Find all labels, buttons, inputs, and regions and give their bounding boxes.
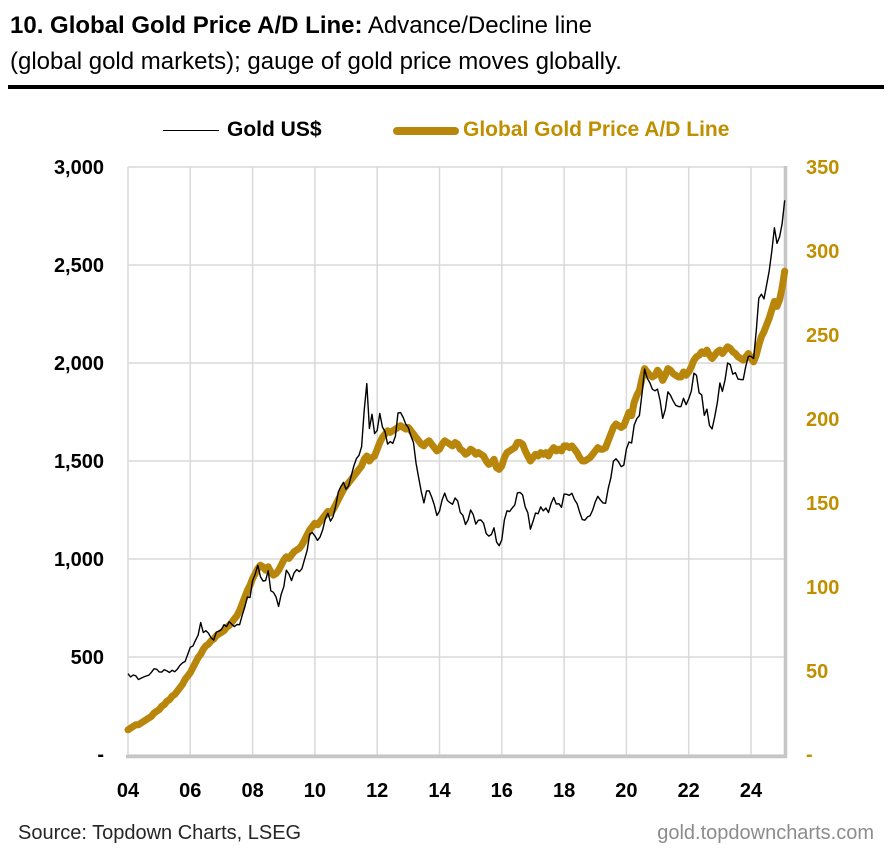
gold-price-series [127, 200, 786, 681]
left-axis-tick-label: 2,000 [54, 353, 104, 375]
left-axis-tick-label: 500 [71, 647, 104, 669]
title-line2: (global gold markets); gauge of gold pri… [10, 48, 622, 75]
x-axis-tick-label: 04 [117, 780, 140, 802]
right-axis-tick-label: 100 [806, 577, 839, 599]
right-axis-tick-label: 300 [806, 241, 839, 263]
right-axis-tick-label: - [806, 744, 813, 766]
ad-line-series [124, 267, 789, 734]
right-axis-tick-label: 350 [806, 157, 839, 179]
chart-legend: Gold US$ Global Gold Price A/D Line [0, 117, 892, 145]
x-axis-tick-label: 08 [241, 780, 263, 802]
legend-label-gold-usd: Gold US$ [227, 118, 322, 141]
right-axis-tick-label: 50 [806, 661, 828, 683]
left-axis-tick-label: - [97, 744, 104, 766]
left-axis-tick-label: 2,500 [54, 255, 104, 277]
x-axis-tick-label: 10 [304, 780, 326, 802]
legend-line-gold-usd [163, 130, 219, 131]
x-axis-tick-label: 14 [428, 780, 451, 802]
left-axis-tick-label: 1,500 [54, 451, 104, 473]
x-axis-tick-label: 24 [740, 780, 763, 802]
title-regular-part: Advance/Decline line [362, 12, 592, 39]
x-axis-tick-label: 16 [491, 780, 513, 802]
legend-line-ad [393, 127, 459, 135]
source-attribution: Source: Topdown Charts, LSEG [18, 822, 302, 844]
legend-label-ad: Global Gold Price A/D Line [463, 118, 730, 141]
title-bold-part: 10. Global Gold Price A/D Line: [10, 12, 363, 39]
right-axis-tick-label: 250 [806, 325, 839, 347]
right-axis-tick-label: 200 [806, 409, 839, 431]
title-divider-rule [8, 85, 884, 89]
x-axis-tick-label: 06 [179, 780, 201, 802]
left-axis-tick-label: 1,000 [54, 549, 104, 571]
website-link[interactable]: gold.topdowncharts.com [657, 822, 874, 844]
left-axis-tick-label: 3,000 [54, 157, 104, 179]
x-axis-tick-label: 22 [678, 780, 700, 802]
x-axis-tick-label: 18 [553, 780, 575, 802]
x-axis-tick-label: 12 [366, 780, 388, 802]
x-axis-tick-label: 20 [615, 780, 637, 802]
page-title: 10. Global Gold Price A/D Line: Advance/… [10, 8, 884, 80]
right-axis-tick-label: 150 [806, 493, 839, 515]
